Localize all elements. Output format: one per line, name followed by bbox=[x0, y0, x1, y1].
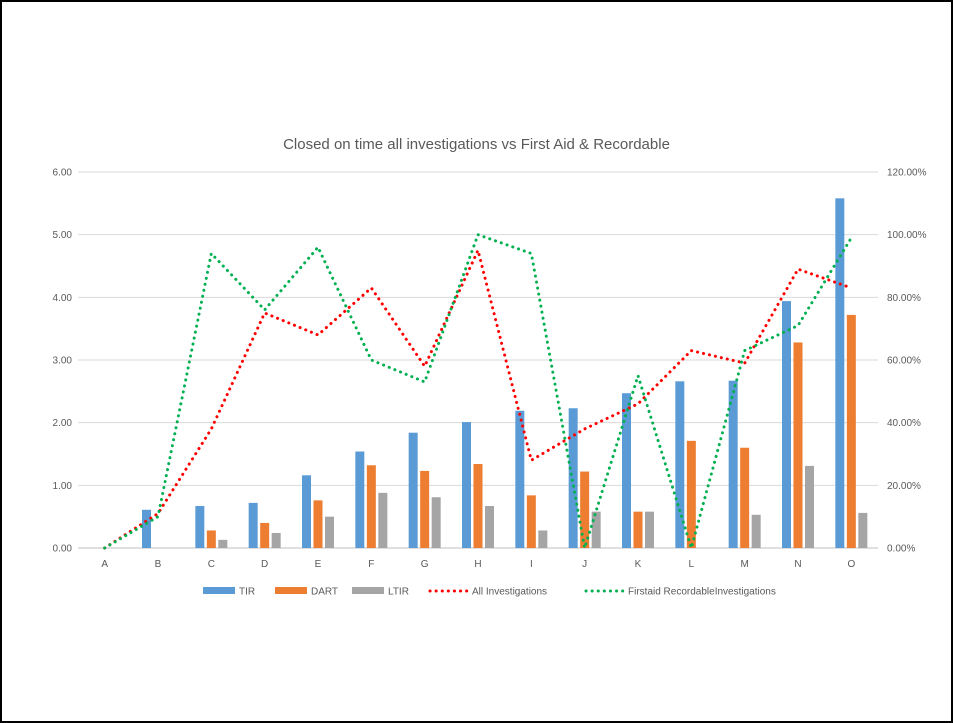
bar-tir bbox=[248, 502, 258, 548]
x-tick-label: H bbox=[474, 559, 481, 570]
bar-tir bbox=[142, 509, 151, 548]
line-firstaid-recordableinvestigations bbox=[103, 233, 853, 550]
x-tick-label: J bbox=[582, 559, 587, 570]
bar-tir bbox=[355, 451, 365, 548]
bar-tir bbox=[302, 475, 311, 548]
bar-dart bbox=[313, 500, 323, 548]
chart-title: Closed on time all investigations vs Fir… bbox=[283, 136, 670, 153]
bar-ltir bbox=[538, 530, 548, 548]
y-right-tick-label: 40.00% bbox=[887, 418, 921, 429]
bar-ltir bbox=[805, 465, 814, 548]
x-axis: A B C D E F G H I J K L M N O bbox=[101, 559, 855, 570]
bar-tir bbox=[675, 381, 685, 548]
bar-dart bbox=[740, 447, 750, 548]
y-right-tick-label: 0.00% bbox=[887, 544, 915, 555]
x-tick-label: L bbox=[689, 559, 695, 570]
bar-dart bbox=[366, 465, 376, 548]
bar-ltir bbox=[325, 516, 334, 548]
bar-dart bbox=[793, 342, 803, 548]
bar-dart bbox=[633, 511, 643, 548]
bar-dart bbox=[206, 530, 216, 548]
y-left-tick-label: 6.00 bbox=[53, 168, 73, 179]
legend-label-ltir: LTIR bbox=[388, 587, 409, 598]
x-tick-label: C bbox=[208, 559, 215, 570]
y-right-tick-label: 60.00% bbox=[887, 356, 921, 367]
x-tick-label: B bbox=[155, 559, 162, 570]
x-tick-label: N bbox=[794, 559, 801, 570]
x-tick-label: M bbox=[740, 559, 748, 570]
bar-ltir bbox=[485, 506, 494, 548]
bar-dart bbox=[260, 522, 270, 548]
y-axis-left: 0.00 1.00 2.00 3.00 4.00 5.00 6.00 bbox=[53, 168, 73, 555]
legend: TIR DART LTIR All Investigations Firstaid Re… bbox=[203, 587, 776, 598]
y-axis-right: 0.00% 20.00% 40.00% 60.00% 80.00% 100.00% 120.… bbox=[887, 168, 927, 555]
x-tick-label: I bbox=[530, 559, 533, 570]
bar-dart bbox=[526, 495, 536, 548]
legend-swatch-tir bbox=[203, 587, 235, 594]
y-left-tick-label: 1.00 bbox=[53, 481, 73, 492]
line-series bbox=[103, 233, 853, 550]
bar-tir bbox=[408, 432, 418, 548]
bar-tir bbox=[622, 393, 631, 548]
y-left-tick-label: 3.00 bbox=[53, 356, 73, 367]
line-all-investigations bbox=[103, 248, 853, 550]
legend-label-all-investigations: All Investigations bbox=[472, 587, 547, 598]
bar-ltir bbox=[218, 539, 228, 548]
bar-tir bbox=[782, 301, 791, 548]
x-tick-label: K bbox=[635, 559, 642, 570]
y-right-tick-label: 100.00% bbox=[887, 230, 927, 241]
y-left-tick-label: 4.00 bbox=[53, 293, 73, 304]
bar-ltir bbox=[378, 492, 388, 548]
bar-tir bbox=[515, 410, 525, 548]
bar-series bbox=[142, 198, 868, 548]
bar-dart bbox=[473, 464, 483, 548]
x-tick-label: A bbox=[101, 559, 108, 570]
x-tick-label: D bbox=[261, 559, 268, 570]
bar-tir bbox=[568, 408, 578, 548]
bar-ltir bbox=[645, 511, 654, 548]
y-right-tick-label: 20.00% bbox=[887, 481, 921, 492]
bar-dart bbox=[846, 314, 856, 548]
y-left-tick-label: 2.00 bbox=[53, 418, 73, 429]
bar-ltir bbox=[271, 532, 281, 548]
bar-dart bbox=[686, 440, 696, 548]
y-left-tick-label: 0.00 bbox=[53, 544, 73, 555]
bar-ltir bbox=[858, 512, 868, 548]
bar-dart bbox=[420, 470, 430, 548]
x-tick-label: F bbox=[368, 559, 374, 570]
bar-dart bbox=[580, 471, 590, 548]
x-tick-label: O bbox=[847, 559, 855, 570]
bar-ltir bbox=[751, 514, 761, 548]
bar-tir bbox=[728, 380, 738, 548]
legend-label-tir: TIR bbox=[239, 587, 255, 598]
legend-label-firstaid-recordableinvestigations: Firstaid RecordableInvestigations bbox=[628, 587, 776, 598]
x-tick-label: E bbox=[315, 559, 322, 570]
bar-tir bbox=[195, 506, 205, 548]
y-right-tick-label: 80.00% bbox=[887, 293, 921, 304]
bar-ltir bbox=[431, 497, 441, 548]
y-left-tick-label: 5.00 bbox=[53, 230, 73, 241]
x-tick-label: G bbox=[421, 559, 429, 570]
y-right-tick-label: 120.00% bbox=[887, 168, 927, 179]
bar-ltir bbox=[591, 511, 601, 548]
legend-swatch-dart bbox=[275, 587, 307, 594]
legend-label-dart: DART bbox=[311, 587, 338, 598]
bar-tir bbox=[835, 198, 845, 548]
bar-tir bbox=[462, 422, 471, 548]
legend-swatch-ltir bbox=[352, 587, 384, 594]
